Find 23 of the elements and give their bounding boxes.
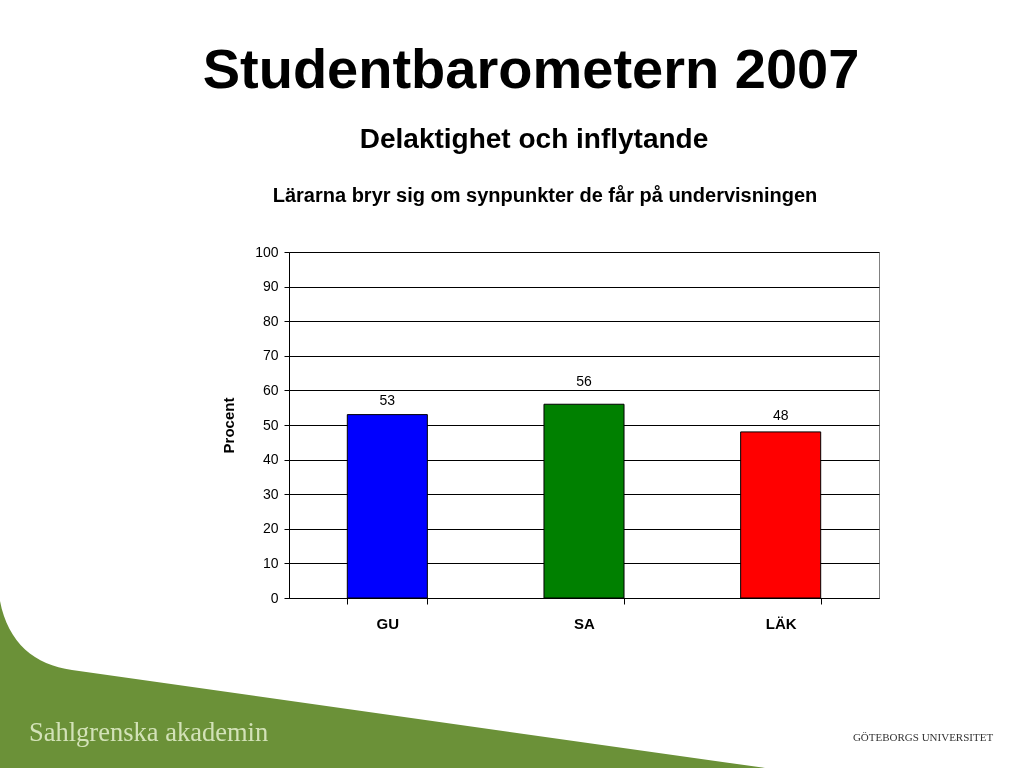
chart-subtitle: Delaktighet och inflytande bbox=[359, 123, 709, 154]
x-tick-label: LÄK bbox=[765, 614, 797, 632]
y-tick-label: 60 bbox=[262, 381, 279, 398]
y-tick-label: 30 bbox=[262, 485, 279, 502]
data-label: 48 bbox=[772, 407, 789, 424]
y-tick-label: 100 bbox=[255, 243, 279, 260]
x-tick-label: SA bbox=[574, 614, 596, 632]
y-tick-label: 10 bbox=[262, 554, 279, 571]
y-tick-label: 70 bbox=[262, 347, 279, 364]
text: GÖTEBORGS UNIVERSITET bbox=[852, 731, 994, 743]
data-label: 56 bbox=[576, 372, 592, 389]
chart-title: Studentbarometern 2007 bbox=[202, 37, 860, 100]
y-tick-label: 0 bbox=[270, 589, 279, 606]
y-tick-label: 40 bbox=[262, 451, 279, 468]
y-tick-label: 80 bbox=[262, 312, 279, 329]
data-label: 53 bbox=[379, 391, 396, 408]
text: Lärarna bryr sig om synpunkter de får på undervisningen bbox=[272, 184, 818, 206]
y-tick-label: 20 bbox=[262, 520, 279, 537]
y-axis-title: Procent bbox=[220, 397, 238, 454]
y-tick-label: 90 bbox=[262, 278, 279, 295]
text: Sahlgrenska akademin bbox=[29, 717, 269, 747]
y-tick-label: 50 bbox=[262, 416, 279, 433]
x-tick-label: GU bbox=[376, 614, 400, 632]
